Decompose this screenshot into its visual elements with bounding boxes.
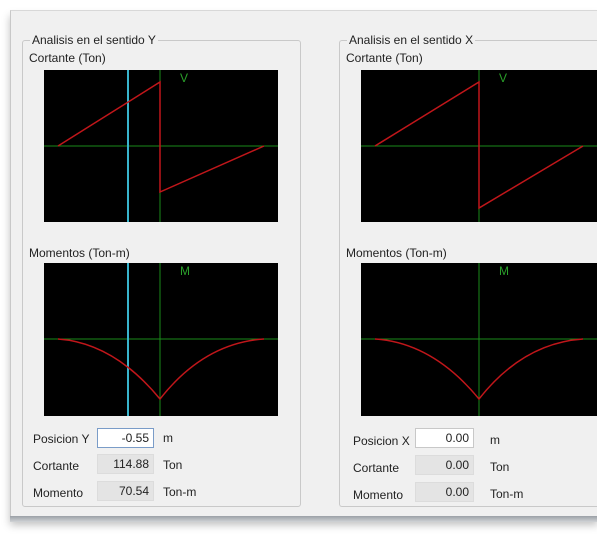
shear-chart-label-y: Cortante (Ton) [29,51,106,65]
shear-y-axis-label: V [180,71,188,85]
group-title-x: Analisis en el sentido X [347,33,476,47]
moment-plot-y-svg: M [44,263,278,416]
shear-field-label-y: Cortante [33,459,80,473]
shear-unit-y: Ton [163,458,183,472]
window-bottom-edge [10,516,597,522]
position-label-x: Posicion X [353,434,410,448]
position-label-y: Posicion Y [33,432,90,446]
moment-x-curve [374,338,584,401]
moment-y-axis-label: M [180,264,190,278]
moment-chart-label-y: Momentos (Ton-m) [29,246,130,260]
moment-chart-label-x: Momentos (Ton-m) [346,246,447,260]
moment-value-x: 0.00 [415,482,474,502]
moment-field-label-y: Momento [33,486,84,500]
shear-value-x: 0.00 [415,455,474,475]
shear-plot-x-svg: V [361,70,597,222]
moment-x-axis-label: M [499,264,509,278]
moment-value-y: 70.54 [97,481,154,501]
shear-unit-x: Ton [490,460,510,474]
shear-x-axis-label: V [499,71,507,85]
shear-value-y: 114.88 [97,454,154,474]
shear-x-curve [374,80,584,210]
shear-y-curve [57,80,265,194]
shear-plot-y-svg: V [44,70,278,222]
shear-field-label-x: Cortante [353,461,400,475]
moment-unit-y: Ton-m [163,485,197,499]
shear-plot-y[interactable]: V [44,70,278,222]
position-input-x[interactable]: 0.00 [415,428,474,448]
group-title-y: Analisis en el sentido Y [30,33,158,47]
shear-plot-x[interactable]: V [361,70,597,222]
position-unit-x: m [490,433,500,447]
moment-unit-x: Ton-m [490,487,524,501]
moment-y-curve [57,338,265,401]
position-input-y[interactable]: -0.55 [97,428,154,448]
moment-plot-x-svg: M [361,263,597,416]
shear-chart-label-x: Cortante (Ton) [346,51,423,65]
moment-field-label-x: Momento [353,488,404,502]
moment-plot-y[interactable]: M [44,263,278,416]
moment-plot-x[interactable]: M [361,263,597,416]
position-unit-y: m [163,431,173,445]
